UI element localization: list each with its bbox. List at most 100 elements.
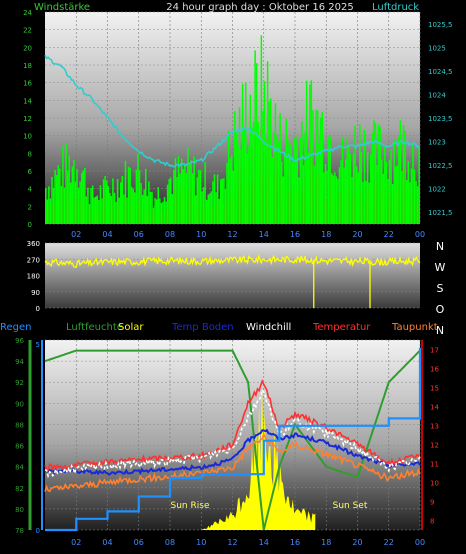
x-tick-label: 16 [290,230,300,239]
gust-bar [305,80,308,224]
gust-bar [120,182,122,224]
gust-bar [240,149,242,224]
gust-bar [318,142,320,224]
temperature-tick-label: 11 [430,461,439,469]
gust-bar [401,171,403,224]
gust-bar [279,113,281,224]
gust-bar [118,197,120,224]
gust-bar [343,167,345,224]
x-tick-label: 00 [415,230,425,239]
gust-bar [149,191,152,224]
gust-bar [266,61,269,225]
left-tick-label: 6 [28,168,33,176]
gust-bar [251,127,253,224]
gust-bar [168,178,170,224]
gust-bar [215,192,217,224]
gust-bar [310,80,313,225]
gust-bar [349,154,352,224]
right-tick-label: 1022 [428,186,446,194]
sunset-label: Sun Set [333,501,368,511]
gust-bar [121,176,124,224]
gust-bar [287,139,289,224]
gust-bar [80,172,83,224]
right-tick-label: 1024,5 [428,68,453,76]
gust-bar [182,169,184,224]
gust-bar [196,177,199,224]
gust-bar [176,176,178,224]
gust-bar [198,169,200,224]
gust-bar [232,170,234,224]
gust-bar [265,139,267,224]
left-tick-label: 4 [28,186,33,194]
gust-bar [138,169,141,224]
gust-bar [385,161,388,224]
gust-bar [82,170,84,224]
gust-bar [257,122,259,224]
gust-bar [413,169,416,224]
x-tick-label: 06 [134,538,144,547]
x-tick-label: 04 [102,538,112,547]
gust-bar [371,132,374,224]
gust-bar [363,129,366,224]
direction-left-ticks: 0 90 180 270 360 [27,240,40,313]
gust-bar [126,197,128,224]
wind-axis-label: Windstärke [34,2,90,13]
gust-bar [404,130,406,224]
gust-bar [288,145,291,224]
gust-bar [79,181,81,224]
gust-bar [102,179,105,224]
gust-bar [99,185,102,224]
gust-bar [134,192,136,224]
gust-bar [54,170,56,224]
gust-bar [146,195,149,224]
gust-bar [373,120,375,224]
gust-bar [391,183,394,224]
compass-label: W [435,261,446,274]
gust-bar [351,176,353,224]
gust-bar [252,121,255,224]
gust-bar [145,168,147,224]
gust-bar [184,163,186,224]
gust-bar [271,156,274,224]
gust-bar [143,189,145,224]
gust-bar [362,181,364,224]
gust-bar [193,156,195,224]
gust-bar [110,196,113,224]
left-tick-label: 16 [23,80,32,88]
gust-bar [259,138,261,224]
humidity-tick-label: 94 [15,358,24,366]
gust-bar [104,175,106,224]
gust-bar [155,199,158,224]
left-tick-label: 12 [23,115,32,123]
gust-bar [262,110,264,224]
gust-bar [323,172,325,224]
gust-bar [293,137,295,224]
gust-bar [359,124,361,224]
gust-bar [52,187,55,224]
gust-bar [51,176,53,224]
gust-bar [135,169,138,224]
gust-bar [154,198,156,224]
gust-bar [249,94,252,224]
gust-bar [355,166,358,224]
gust-bar [179,173,181,224]
humidity-tick-label: 92 [15,379,24,387]
gust-bar [115,201,117,224]
gust-bar [282,176,284,224]
rain-tick-label: 0 [36,527,40,535]
right-tick-label: 1025 [428,44,446,52]
gust-bar [395,166,397,224]
left-tick-label: 10 [23,133,32,141]
gust-bar [185,172,188,224]
gust-bar [55,175,58,224]
left-tick-label: 90 [31,289,40,297]
gust-bar [46,199,49,224]
gust-bar [290,143,292,224]
gust-bar [152,207,155,224]
gust-bar [96,195,99,224]
gust-bar [302,165,305,224]
gust-bar [124,160,127,224]
humidity-ticks: 78 80 82 84 86 88 90 92 94 96 [15,337,24,535]
